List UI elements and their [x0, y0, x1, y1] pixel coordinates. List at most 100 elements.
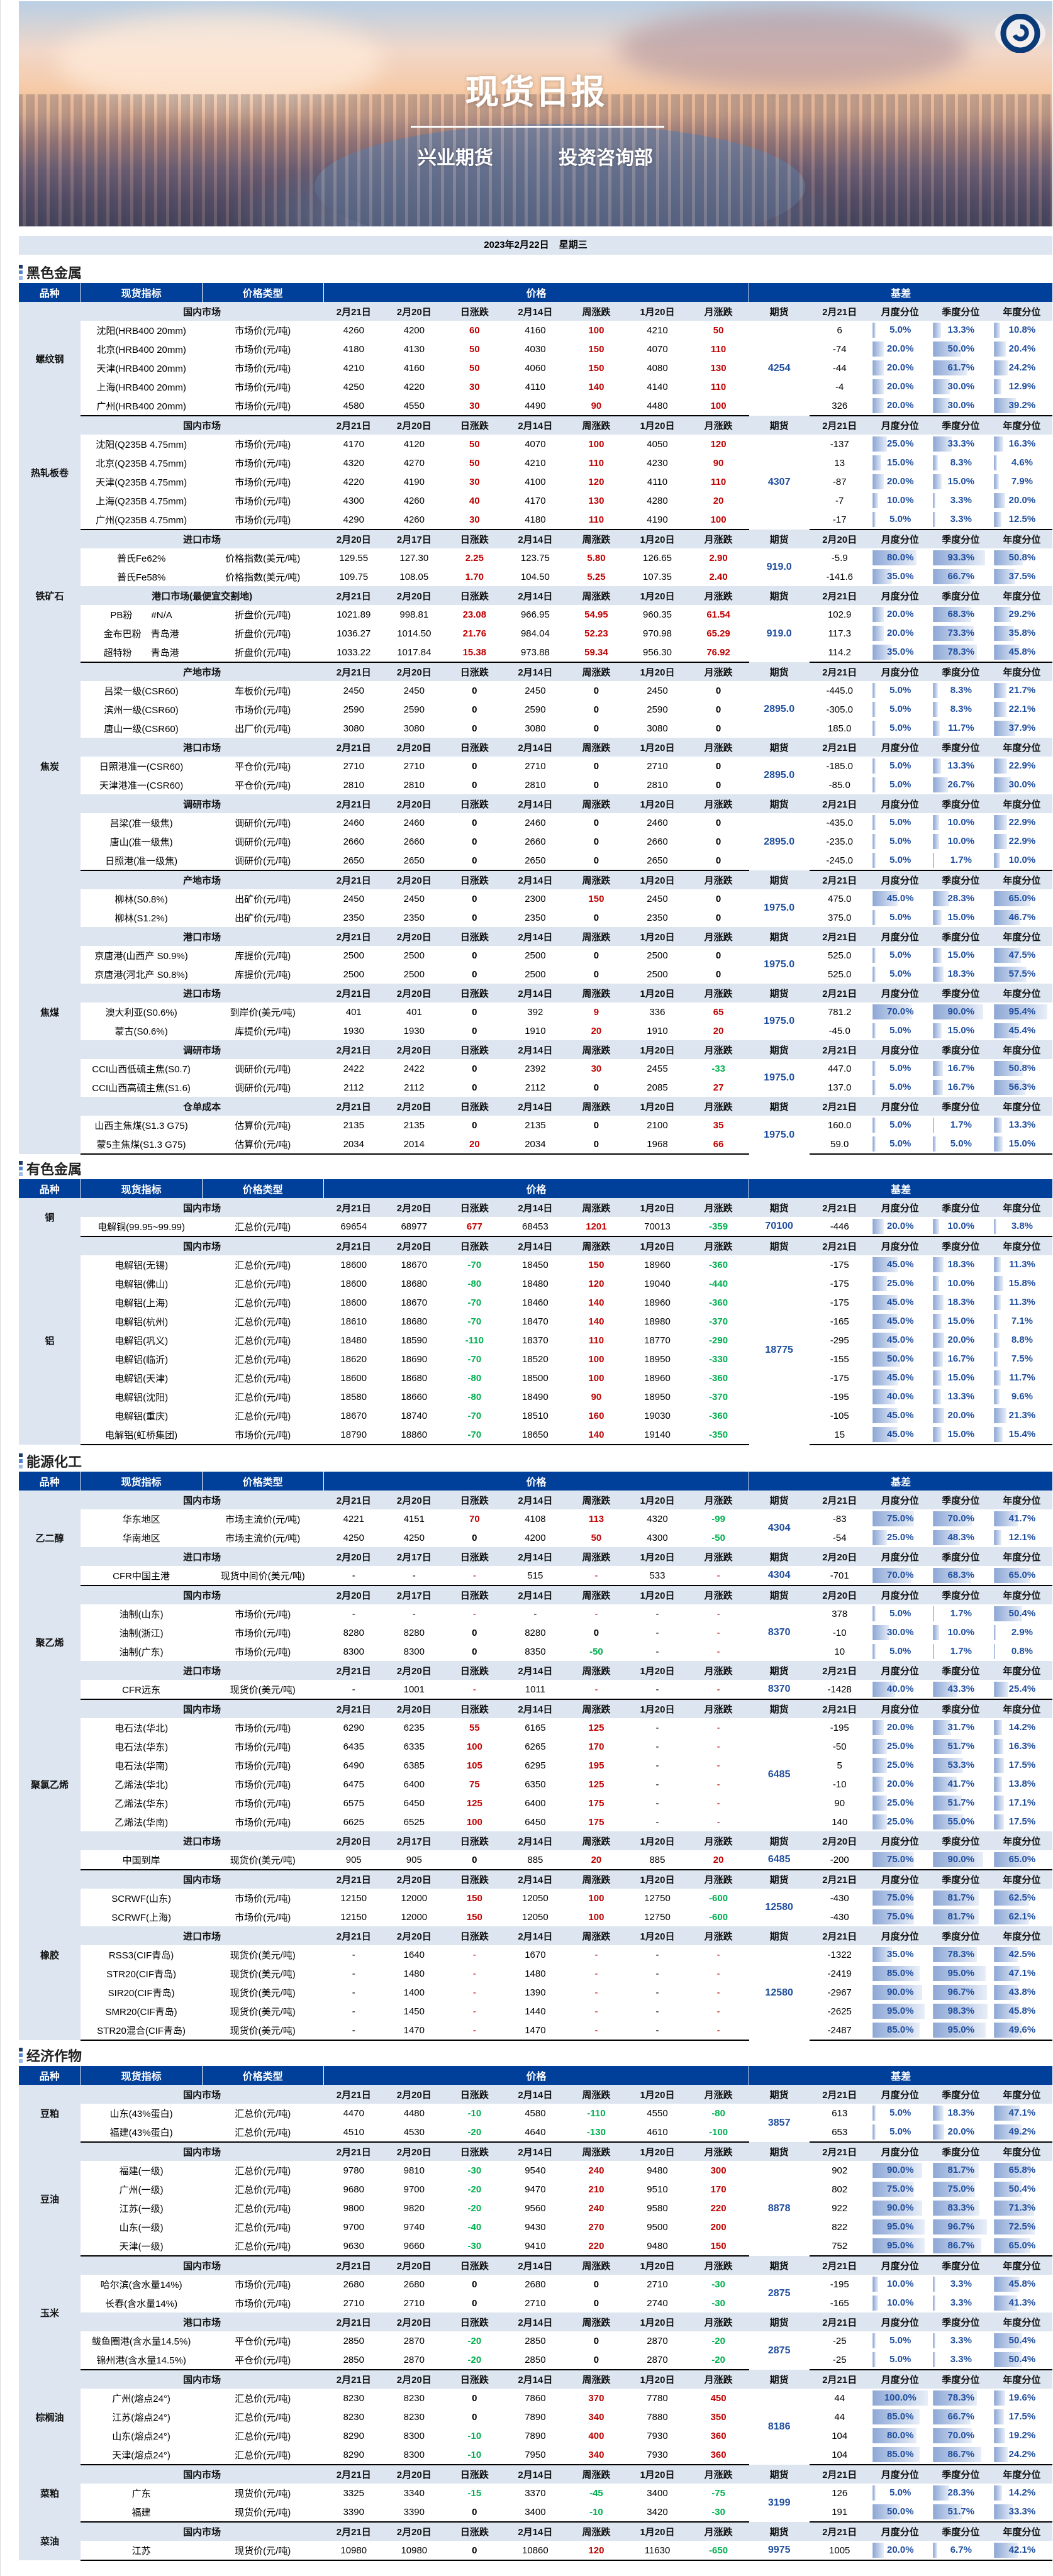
price-week-ago: 8350: [525, 1646, 546, 1657]
yearly-percentile-fill: [994, 379, 1002, 394]
monthly-percentile: 35.0%: [870, 1945, 930, 1964]
price-previous: 4220: [403, 381, 425, 392]
futures-price: 12580: [765, 1987, 793, 1998]
yearly-percentile-fill: [994, 474, 999, 489]
quarterly-percentile-fill: [933, 1427, 942, 1442]
table-row: 长春(含水量14%) 市场价(元/吨) 2710 2710 0 2710 0 2740 -30-…: [19, 2294, 1052, 2312]
yearly-percentile-fill: [994, 1814, 1005, 1829]
weekly-change: 90: [566, 396, 627, 416]
monthly-percentile-value: 5.0%: [889, 969, 911, 979]
price-previous: 1017.84: [384, 643, 445, 663]
price-previous: 1470: [384, 2021, 445, 2041]
basis-value: 5: [837, 1760, 842, 1771]
column-header: 月度分位: [869, 586, 930, 605]
yearly-percentile-bar: 20.0%: [993, 493, 1050, 508]
quarterly-percentile-bar: 3.3%: [932, 2352, 989, 2367]
column-header: 年度分位: [991, 530, 1052, 548]
header-price-type: 价格类型: [202, 283, 324, 302]
column-header: 2月14日: [504, 927, 566, 946]
column-header: 季度分位: [930, 1870, 991, 1889]
weekly-change: -130: [566, 2123, 627, 2143]
monthly-percentile-bar: 75.0%: [872, 1511, 928, 1526]
monthly-percentile: 5.0%: [870, 719, 930, 738]
yearly-percentile: 37.5%: [991, 567, 1052, 586]
column-header: 月涨跌: [688, 2522, 749, 2541]
basis-value: 6: [837, 325, 842, 336]
quarterly-percentile-fill: [933, 702, 939, 717]
price-type: 市场价(元/吨): [235, 1760, 291, 1772]
yearly-percentile-bar: 95.4%: [993, 1004, 1050, 1019]
column-header: 月涨跌: [688, 2312, 749, 2331]
column-header: 周涨跌: [566, 2465, 627, 2484]
monthly-percentile-value: 5.0%: [889, 2107, 911, 2118]
daily-change: -70: [467, 1316, 482, 1327]
quarterly-percentile: 68.3%: [930, 1566, 991, 1586]
quarterly-percentile-fill: [933, 455, 939, 470]
column-header: 2月20日: [384, 1699, 445, 1718]
column-header: 年度分位: [991, 1661, 1052, 1680]
monthly-percentile-fill: [872, 1370, 898, 1385]
yearly-percentile: 30.0%: [991, 775, 1052, 794]
table-row: 广州(熔点24°) 汇总价(元/吨) 8230 8230 0 7860 370 7780 450…: [19, 2389, 1052, 2432]
yearly-percentile: 41.7%: [991, 1509, 1052, 1528]
yearly-percentile-fill: [994, 1352, 999, 1367]
price-current: 2034: [323, 1135, 384, 1155]
quarterly-percentile-value: 18.3%: [947, 2107, 975, 2118]
monthly-change: 2.40: [709, 571, 728, 582]
price-week-ago: 4200: [525, 1532, 546, 1543]
column-header: 2月20日: [384, 1040, 445, 1059]
column-header: 日涨跌: [444, 2256, 505, 2275]
table-row: 京唐港(河北产 S0.8%) 库提价(元/吨) 2500 2500 0 2500 0 2500…: [19, 965, 1052, 984]
column-header: 2月14日: [504, 1661, 566, 1680]
spot-indicator: 普氏Fe62%: [116, 553, 166, 564]
basis-value: -295: [830, 1335, 849, 1346]
price-week-ago: 2850: [504, 2350, 566, 2370]
column-header: 年度分位: [991, 1926, 1052, 1945]
price-type: 市场价(元/吨): [235, 1609, 291, 1620]
quarterly-percentile: 70.0%: [930, 1509, 991, 1528]
yearly-percentile-bar: 15.8%: [993, 1276, 1050, 1291]
price-month-ago: 1968: [627, 1135, 688, 1155]
quarterly-percentile-value: 8.3%: [950, 704, 972, 714]
yearly-percentile: 14.2%: [991, 2484, 1052, 2502]
title-divider: [411, 126, 664, 128]
price-current: 18600: [340, 1278, 367, 1289]
column-header: 季度分位: [930, 1040, 991, 1059]
price-month-ago: -: [655, 1779, 659, 1790]
yearly-percentile-value: 8.8%: [1011, 1335, 1034, 1345]
monthly-percentile-value: 5.0%: [889, 2487, 911, 2498]
price-month-ago: 9480: [647, 2165, 668, 2176]
price-previous: 4260: [384, 510, 445, 530]
quarterly-percentile-value: 10.0%: [947, 817, 975, 828]
price-month-ago: 2085: [647, 1082, 668, 1093]
department-name: 投资咨询部: [559, 148, 653, 169]
yearly-percentile-value: 65.0%: [1008, 893, 1036, 904]
basis-value: -446: [809, 1217, 870, 1237]
spot-indicator: 山东(熔点24°): [112, 2431, 170, 2442]
yearly-percentile-value: 9.6%: [1011, 1391, 1034, 1402]
spot-indicator: 中国到岸: [81, 1850, 203, 1870]
basis-value: -165: [830, 1316, 849, 1327]
column-header: 年度分位: [991, 1831, 1052, 1850]
column-header: 月涨跌: [688, 2085, 749, 2104]
price-week-ago: 2680: [525, 2279, 546, 2290]
yearly-percentile-fill: [994, 2447, 1008, 2462]
yearly-percentile-value: 7.1%: [1011, 1316, 1034, 1326]
quarterly-percentile: 93.3%: [930, 548, 991, 567]
market-label: 国内市场: [81, 1198, 324, 1217]
yearly-percentile-bar: 7.1%: [993, 1314, 1050, 1329]
column-header: 季度分位: [930, 984, 991, 1002]
column-header: 2月21日: [809, 870, 870, 889]
price-week-ago: 9540: [525, 2165, 546, 2176]
section-title-text: 黑色金属: [26, 265, 82, 281]
column-header: 2月21日: [809, 984, 870, 1002]
yearly-percentile: 41.3%: [991, 2294, 1052, 2312]
quarterly-percentile-bar: 30.0%: [932, 379, 989, 394]
basis-value: -2419: [827, 1968, 852, 1979]
column-header: 日涨跌: [444, 2522, 505, 2541]
price-month-ago: 7930: [627, 2445, 688, 2465]
price-month-ago: 12750: [644, 1911, 671, 1923]
spot-indicator: 吕梁(准一级焦): [109, 818, 173, 829]
monthly-percentile-value: 80.0%: [887, 552, 914, 563]
market-subheader-row: 聚乙烯 国内市场 2月20日 2月17日 日涨跌 2月14日 周涨跌 1月20日 月涨跌 期货 2月…: [19, 1585, 1052, 1699]
